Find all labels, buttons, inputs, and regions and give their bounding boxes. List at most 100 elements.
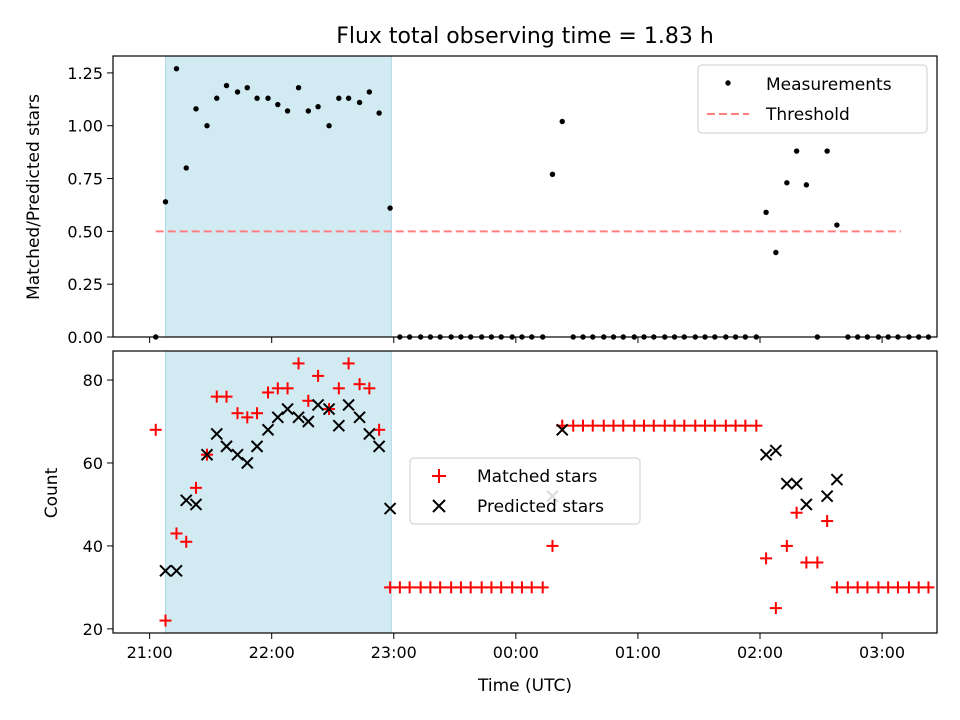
matched-star-point [302, 394, 315, 407]
count-legend-box [409, 457, 641, 525]
measurement-point [345, 95, 352, 101]
matched-legend-label: Matched stars [477, 467, 597, 487]
matched-star-point [332, 382, 345, 395]
measurement-point [366, 89, 373, 95]
matched-star-point [170, 527, 183, 540]
predicted-star-point [800, 498, 813, 511]
measurement-point [305, 108, 312, 114]
predicted-star-point [342, 398, 355, 412]
matched-star-point [434, 581, 447, 594]
ratio-legend: Measurements Threshold [697, 64, 928, 134]
count-highlight-layer [164, 350, 392, 634]
count-y-tick-label: 40 [83, 537, 103, 556]
matched-star-point [536, 581, 549, 594]
matched-star-point [180, 535, 193, 548]
predicted-star-point [363, 427, 376, 441]
matched-star-point [495, 581, 508, 594]
predicted-star-point [271, 411, 285, 424]
matched-star-point [769, 602, 782, 615]
matched-star-point [220, 390, 233, 403]
measurement-point [834, 222, 840, 228]
measurement-point [204, 123, 210, 129]
predicted-star-point [790, 477, 803, 490]
matched-star-point [861, 581, 874, 594]
ratio-y-tick-label: 0.25 [67, 275, 103, 294]
predicted-star-point [159, 564, 172, 578]
predicted-star-point [383, 502, 397, 515]
count-y-tick-label: 60 [83, 454, 103, 473]
predicted-star-point [250, 440, 264, 453]
predicted-star-point [759, 448, 773, 461]
measurement-point [803, 182, 810, 188]
matched-star-point [363, 382, 376, 395]
predicted-star-point [322, 402, 336, 416]
predicted-star-point [180, 494, 193, 507]
count-x-tick-label: 23:00 [371, 643, 417, 662]
measurements-legend-label: Measurements [766, 75, 892, 95]
measurement-point [173, 65, 180, 72]
predicted-star-point [189, 498, 203, 511]
ratio-highlight-layer [164, 55, 392, 338]
measurement-point [315, 104, 321, 110]
matched-star-point [231, 407, 244, 420]
matched-star-point [262, 386, 275, 399]
matched-star-point [830, 581, 843, 594]
measurement-point [254, 95, 260, 101]
predicted-star-point [170, 564, 183, 578]
measurement-point [824, 148, 830, 154]
measurement-point [214, 95, 220, 101]
predicted-star-point [200, 448, 214, 461]
measurement-point [183, 165, 189, 171]
measurement-point [784, 180, 790, 186]
measurement-point [234, 89, 241, 95]
matched-star-point [373, 423, 386, 436]
predicted-star-point [241, 456, 254, 470]
measurement-point [275, 101, 281, 108]
measurement-point [793, 148, 800, 154]
matched-star-point [464, 581, 477, 594]
predicted-star-point [261, 423, 275, 437]
ratio-axes-frame [112, 55, 938, 338]
measurement-point [559, 118, 565, 125]
predicted-star-point [210, 427, 223, 441]
matched-star-point [525, 581, 538, 594]
ratio-y-tick-label: 1.25 [67, 64, 103, 83]
predicted-legend-marker [432, 499, 446, 513]
threshold-legend-label: Threshold [765, 105, 850, 125]
predicted-star-point [281, 402, 294, 416]
matched-star-point [617, 419, 630, 432]
measurements-legend-marker [725, 80, 731, 86]
count-axes-frame [112, 350, 938, 634]
measurement-point [356, 99, 363, 106]
measurement-point [336, 95, 342, 101]
matched-star-point [342, 357, 355, 370]
measurement-point [284, 108, 291, 114]
matched-star-point [790, 506, 803, 519]
measurement-point [549, 171, 556, 178]
ratio-legend-box [697, 64, 928, 134]
matched-star-point [760, 552, 773, 565]
matched-star-point [241, 411, 254, 424]
ratio-y-axis-label: Matched/Predicted stars [24, 94, 44, 300]
matched-star-point [891, 581, 904, 594]
measurement-point [763, 209, 769, 216]
measurement-point [326, 123, 332, 129]
count-x-axis: 21:00 22:00 23:00 00:00 01:00 02:00 03:00 [127, 633, 905, 662]
predicted-star-point [372, 440, 386, 453]
predicted-star-point [231, 448, 244, 461]
measurement-point [773, 249, 779, 256]
matched-star-point [159, 614, 172, 627]
count-x-tick-label: 03:00 [859, 643, 905, 662]
ratio-panel: 0.00 0.25 0.50 0.75 1.00 1.25 Matched/Predict… [24, 55, 938, 347]
count-y-tick-label: 80 [83, 371, 103, 390]
matched-star-point [739, 419, 752, 432]
matched-star-point [780, 539, 793, 552]
matched-star-point [750, 419, 763, 432]
count-x-tick-label: 00:00 [493, 643, 539, 662]
count-x-tick-label: 22:00 [249, 643, 295, 662]
matched-star-point [149, 423, 162, 436]
predicted-legend-label: Predicted stars [477, 497, 604, 517]
measurement-point [244, 84, 250, 91]
count-x-tick-label: 01:00 [615, 643, 661, 662]
predicted-star-point [353, 411, 366, 424]
